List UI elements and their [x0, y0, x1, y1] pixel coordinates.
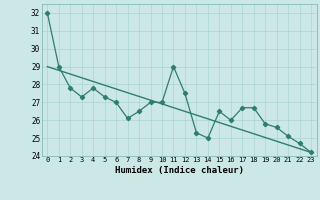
- X-axis label: Humidex (Indice chaleur): Humidex (Indice chaleur): [115, 166, 244, 175]
